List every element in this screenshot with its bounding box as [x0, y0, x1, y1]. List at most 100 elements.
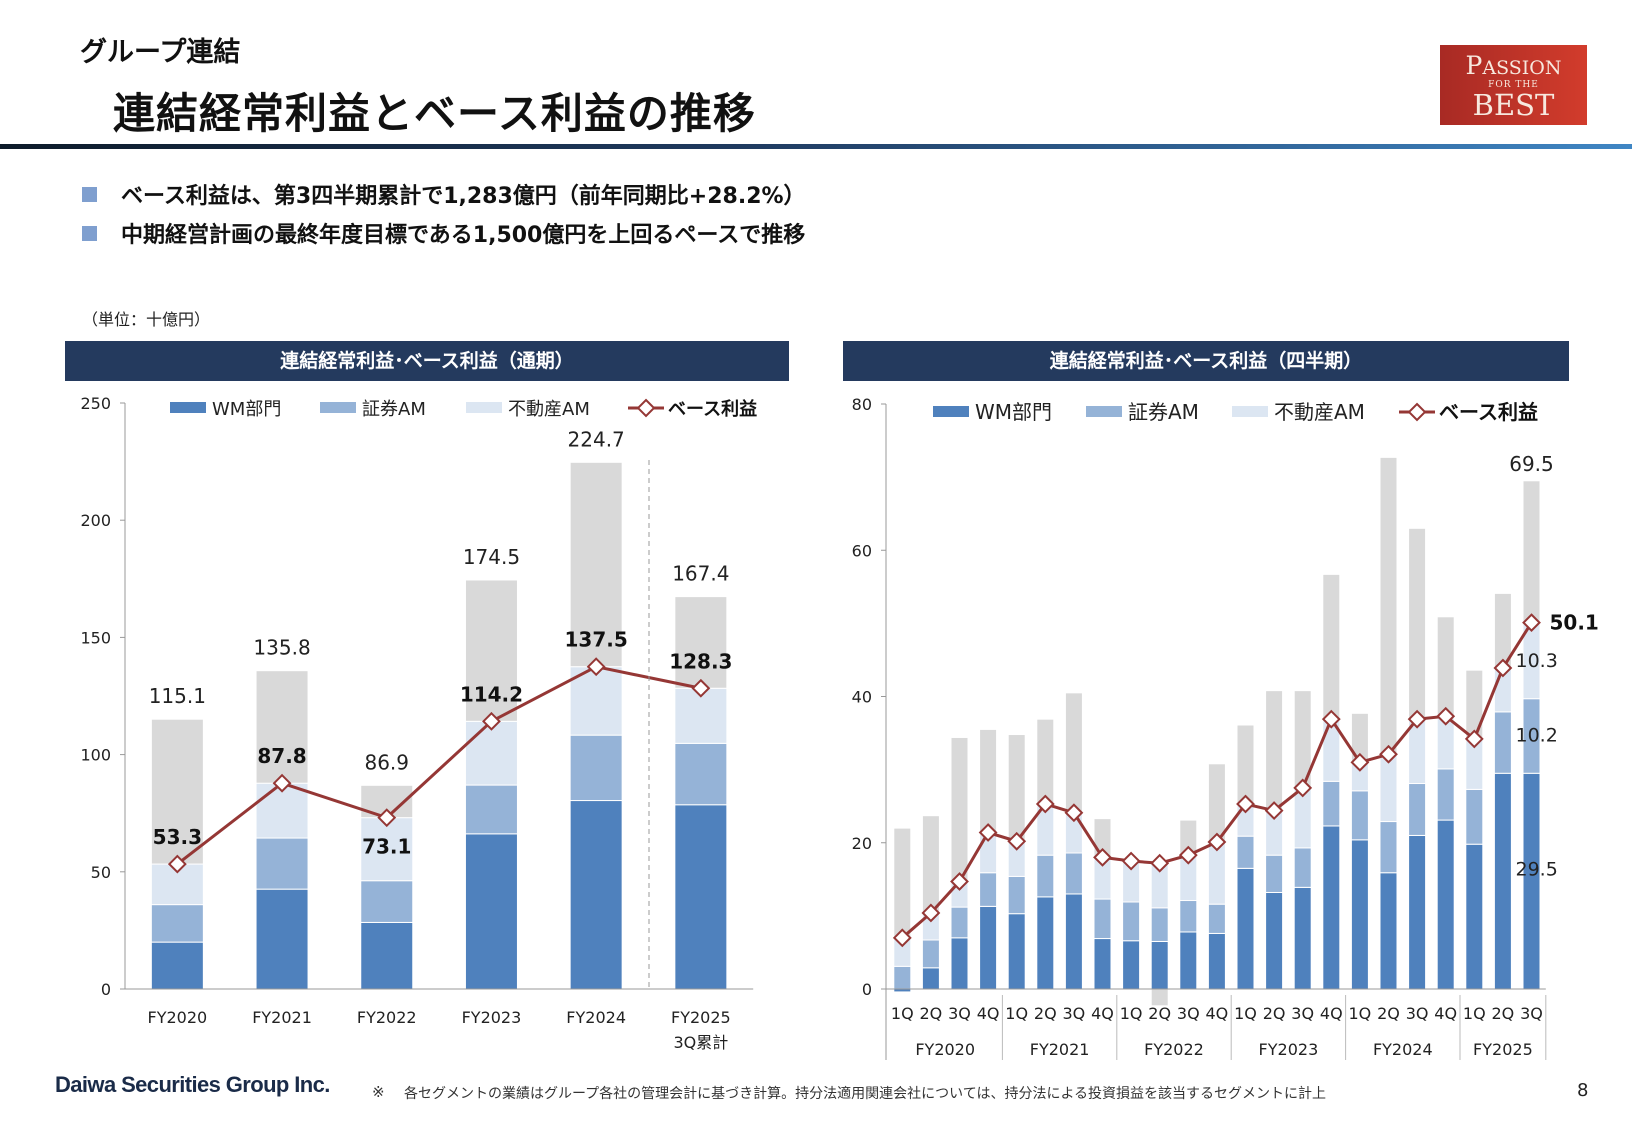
- bar-segment-wm: [1150, 940, 1169, 990]
- bar-segment-wm: [1007, 913, 1026, 990]
- x-quarter-label: 1Q: [1234, 1004, 1257, 1023]
- x-category-sublabel: 3Q累計: [673, 1033, 728, 1052]
- wm-label: 29.5: [1516, 858, 1558, 880]
- base-profit-label: 87.8: [257, 744, 306, 768]
- x-quarter-label: 4Q: [1206, 1004, 1229, 1023]
- base-profit-marker: [1464, 729, 1484, 749]
- bar-segment-wm: [1265, 891, 1284, 990]
- bar-segment-wm: [1179, 931, 1198, 990]
- bar-segment-other: [255, 670, 309, 784]
- legend-swatch-sec_am: [1086, 406, 1122, 417]
- base-profit-label: 114.2: [460, 682, 523, 706]
- bullet-text: ベース利益は、第3四半期累計で1,283億円（前年同期比+28.2%）: [121, 184, 806, 209]
- base-profit-marker: [377, 808, 397, 828]
- y-tick-label: 40: [852, 688, 872, 707]
- base-profit-marker: [272, 773, 292, 793]
- bar-segment-sec_am: [1408, 783, 1427, 836]
- re-am-label: 10.3: [1516, 650, 1558, 672]
- base-profit-marker: [978, 823, 998, 842]
- y-tick-label: 250: [80, 394, 111, 413]
- bar-segment-wm: [1093, 938, 1112, 990]
- bar-segment-sec_am: [150, 904, 204, 943]
- bar-segment-other: [1465, 669, 1484, 740]
- bar-segment-sec_am: [1236, 835, 1255, 869]
- y-tick-label: 20: [852, 834, 872, 853]
- base-profit-marker: [1379, 744, 1398, 764]
- bar-segment-other: [464, 579, 518, 722]
- bar-segment-wm: [464, 833, 518, 990]
- total-label: 115.1: [149, 684, 206, 708]
- base-profit-line: [176, 665, 702, 866]
- bar-segment-wm: [1465, 843, 1484, 990]
- x-category-label: FY2025: [671, 1008, 731, 1027]
- x-category-label: FY2024: [566, 1008, 626, 1027]
- bar-segment-wm: [1322, 825, 1341, 990]
- base-profit-marker: [950, 872, 969, 891]
- bar-segment-sec_am: [1007, 875, 1026, 915]
- bar-segment-wm: [979, 905, 998, 990]
- bar-segment-wm: [1522, 772, 1541, 990]
- x-group-label: FY2024: [1373, 1040, 1433, 1059]
- x-quarter-label: 2Q: [1148, 1004, 1171, 1023]
- bar-segment-sec_am: [1122, 901, 1141, 942]
- x-quarter-label: 1Q: [1005, 1004, 1028, 1023]
- base-profit-marker: [1436, 706, 1456, 726]
- x-quarter-label: 3Q: [948, 1004, 971, 1023]
- total-label: 174.5: [463, 545, 520, 569]
- legend-label-base: ベース利益: [1439, 400, 1538, 424]
- bar-segment-sec_am: [1064, 852, 1083, 895]
- base-profit-marker: [892, 928, 912, 948]
- bar-segment-other: [979, 728, 998, 834]
- base-profit-label: 128.3: [669, 649, 732, 673]
- base-profit-label: 137.5: [565, 628, 628, 652]
- bar-segment-other: [150, 718, 204, 865]
- bar-segment-wm: [921, 967, 940, 990]
- base-profit-marker: [1150, 853, 1170, 873]
- x-quarter-label: 3Q: [1177, 1004, 1200, 1023]
- bar-segment-wm: [1493, 772, 1512, 990]
- base-profit-marker: [1178, 845, 1198, 865]
- total-label: 69.5: [1509, 452, 1554, 476]
- x-quarter-label: 4Q: [977, 1004, 1000, 1023]
- base-profit-label: 73.1: [362, 835, 411, 859]
- x-quarter-label: 3Q: [1291, 1004, 1314, 1023]
- base-profit-marker: [1407, 709, 1427, 729]
- x-quarter-label: 2Q: [1034, 1004, 1057, 1023]
- bar-segment-other: [1036, 718, 1055, 805]
- legend-label-wm: WM部門: [975, 400, 1052, 424]
- bar-segment-other: [1379, 456, 1398, 755]
- group-label: グループ連結: [80, 37, 241, 68]
- bar-segment-sec_am: [921, 939, 940, 969]
- bar-segment-wm: [674, 804, 728, 990]
- legend-swatch-wm: [170, 402, 206, 413]
- bar-segment-sec_am: [1493, 711, 1512, 774]
- bar-segment-sec_am: [1207, 903, 1226, 934]
- x-quarter-label: 4Q: [1091, 1004, 1114, 1023]
- bar-segment-re_am: [464, 720, 518, 786]
- bar-segment-other: [1408, 527, 1427, 720]
- bar-segment-sec_am: [464, 784, 518, 835]
- legend-swatch-re_am: [1232, 406, 1268, 417]
- title-divider: [0, 144, 1632, 149]
- bar-segment-sec_am: [569, 734, 623, 802]
- base-profit-marker: [1321, 709, 1341, 729]
- x-category-label: FY2022: [357, 1008, 417, 1027]
- bar-segment-sec_am: [1293, 847, 1312, 888]
- bar-segment-wm: [1236, 867, 1255, 990]
- bar-segment-wm: [1408, 834, 1427, 990]
- base-profit-label: 50.1: [1550, 611, 1599, 635]
- legend-label-re_am: 不動産AM: [1274, 400, 1365, 424]
- base-profit-marker: [1236, 794, 1255, 814]
- base-profit-marker: [1522, 613, 1541, 633]
- total-label: 224.7: [568, 427, 625, 451]
- x-quarter-label: 3Q: [1063, 1004, 1086, 1023]
- page-title: 連結経常利益とベース利益の推移: [113, 89, 756, 138]
- unit-label: （単位：十億円）: [82, 310, 211, 329]
- bar-segment-re_am: [1379, 753, 1398, 823]
- bar-segment-sec_am: [1179, 900, 1198, 933]
- bar-segment-other: [569, 461, 623, 668]
- x-quarter-label: 1Q: [891, 1004, 914, 1023]
- bar-segment-sec_am: [255, 837, 309, 890]
- bar-segment-other: [674, 596, 728, 689]
